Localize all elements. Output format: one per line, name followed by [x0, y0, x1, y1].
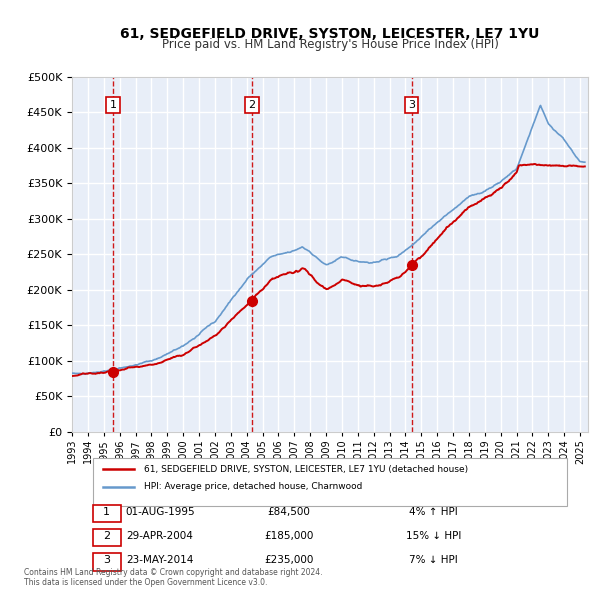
Text: 23-MAY-2014: 23-MAY-2014: [126, 555, 193, 565]
Text: £84,500: £84,500: [267, 507, 310, 517]
Text: 01-AUG-1995: 01-AUG-1995: [125, 507, 194, 517]
Text: 7% ↓ HPI: 7% ↓ HPI: [409, 555, 458, 565]
Text: 15% ↓ HPI: 15% ↓ HPI: [406, 532, 461, 541]
Text: 2: 2: [248, 100, 256, 110]
Text: 61, SEDGEFIELD DRIVE, SYSTON, LEICESTER, LE7 1YU: 61, SEDGEFIELD DRIVE, SYSTON, LEICESTER,…: [121, 27, 539, 41]
Text: Price paid vs. HM Land Registry's House Price Index (HPI): Price paid vs. HM Land Registry's House …: [161, 38, 499, 51]
FancyBboxPatch shape: [92, 458, 568, 506]
Text: 3: 3: [103, 555, 110, 565]
FancyBboxPatch shape: [92, 553, 121, 571]
FancyBboxPatch shape: [92, 529, 121, 546]
Text: £185,000: £185,000: [264, 532, 313, 541]
Text: 2: 2: [103, 532, 110, 541]
Text: 3: 3: [408, 100, 415, 110]
Text: 1: 1: [110, 100, 116, 110]
Text: £235,000: £235,000: [264, 555, 313, 565]
Text: 1: 1: [103, 507, 110, 517]
Text: 29-APR-2004: 29-APR-2004: [126, 532, 193, 541]
Text: HPI: Average price, detached house, Charnwood: HPI: Average price, detached house, Char…: [144, 483, 362, 491]
Text: 61, SEDGEFIELD DRIVE, SYSTON, LEICESTER, LE7 1YU (detached house): 61, SEDGEFIELD DRIVE, SYSTON, LEICESTER,…: [144, 464, 469, 474]
FancyBboxPatch shape: [92, 504, 121, 522]
Text: Contains HM Land Registry data © Crown copyright and database right 2024.
This d: Contains HM Land Registry data © Crown c…: [24, 568, 323, 587]
Text: 4% ↑ HPI: 4% ↑ HPI: [409, 507, 458, 517]
